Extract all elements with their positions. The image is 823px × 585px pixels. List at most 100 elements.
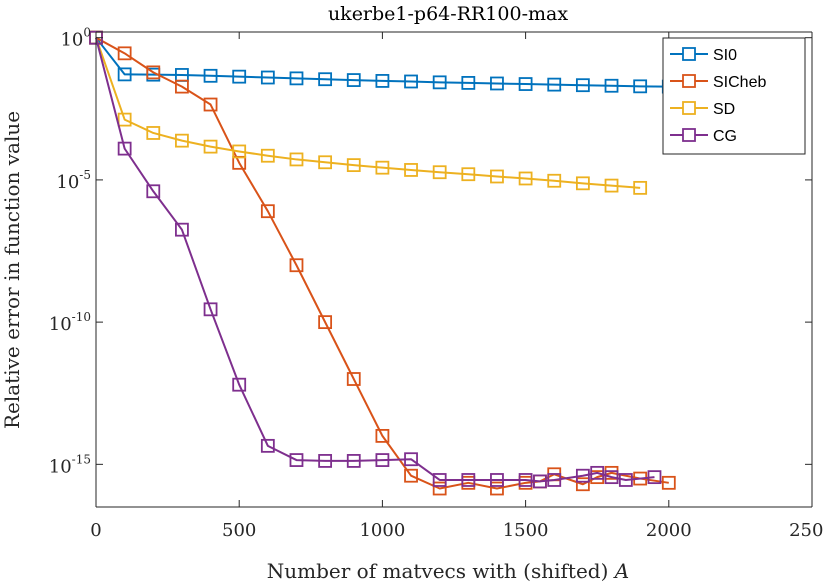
data-point: [117, 67, 132, 82]
legend-label: SI0: [713, 47, 737, 64]
x-tick-label: 500: [222, 520, 256, 541]
data-point: [633, 180, 648, 195]
series-line: [95, 37, 641, 189]
data-point: [575, 468, 590, 483]
x-tick-label: 1000: [359, 520, 405, 541]
y-tick-exponent: -15: [72, 452, 91, 466]
data-point: [404, 74, 418, 89]
data-point: [175, 222, 189, 237]
legend-marker: [682, 74, 696, 88]
x-tick-label: 1500: [503, 520, 549, 541]
data-point: [490, 76, 504, 91]
data-point: [117, 46, 132, 61]
y-tick-base: 10: [56, 172, 79, 193]
data-point: [232, 144, 247, 159]
data-point: [590, 465, 605, 480]
chart-title: ukerbe1-p64-RR100-max: [328, 3, 568, 25]
data-point: [318, 315, 333, 330]
series-line: [95, 37, 655, 483]
y-tick-base: 10: [49, 456, 72, 477]
data-point: [547, 77, 562, 92]
y-tick-exponent: -5: [79, 168, 91, 182]
legend-label: CG: [713, 128, 737, 145]
data-point: [518, 77, 533, 91]
data-point: [346, 158, 361, 173]
data-point: [432, 165, 447, 180]
data-point: [490, 169, 504, 184]
data-point: [260, 204, 275, 219]
data-point: [260, 148, 275, 163]
data-point: [661, 475, 676, 490]
y-tick-label: 100: [60, 26, 91, 51]
y-tick-exponent: 0: [83, 26, 91, 40]
data-point: [461, 76, 476, 90]
data-point: [461, 473, 476, 487]
data-point: [203, 97, 218, 112]
data-point: [432, 75, 447, 90]
y-tick-label: 10-10: [49, 310, 91, 335]
data-point: [604, 470, 619, 485]
data-point: [289, 71, 304, 86]
data-point: [404, 468, 418, 483]
data-point: [375, 453, 390, 467]
x-tick-label: 2500: [789, 520, 823, 541]
legend-entry-cg: CG: [670, 128, 737, 145]
legend-entry-sicheb: SICheb: [670, 74, 766, 91]
data-point: [346, 73, 361, 87]
data-point: [289, 152, 304, 167]
data-point: [575, 477, 590, 492]
data-point: [404, 163, 418, 177]
legend-label: SD: [713, 101, 735, 118]
data-point: [175, 133, 189, 148]
data-point: [575, 176, 590, 191]
data-point: [604, 178, 619, 193]
x-axis-label-text: Number of matvecs with (shifted): [267, 559, 615, 583]
x-ticks: 0 500 1000 1500 2000 2500: [90, 32, 823, 541]
legend-entry-si0: SI0: [670, 47, 737, 64]
data-point: [547, 473, 562, 487]
data-point: [318, 72, 333, 87]
data-point: [375, 160, 390, 175]
data-point: [146, 184, 161, 199]
data-point: [490, 473, 504, 487]
legend-marker: [682, 47, 696, 61]
data-point: [518, 473, 533, 487]
y-tick-base: 10: [60, 30, 83, 51]
y-tick-label: 10-15: [49, 452, 91, 477]
data-point: [647, 470, 662, 485]
data-point: [146, 65, 161, 80]
data-point: [375, 74, 390, 88]
data-point: [203, 68, 218, 83]
y-tick-base: 10: [49, 314, 72, 335]
data-point: [203, 139, 218, 154]
data-point: [533, 474, 547, 489]
legend-label: SICheb: [713, 74, 766, 91]
data-point: [318, 454, 333, 468]
data-point: [289, 453, 304, 467]
data-point: [575, 78, 590, 93]
data-point: [375, 428, 390, 443]
y-tick-exponent: -10: [72, 310, 91, 324]
x-axis-label: Number of matvecs with (shifted) A: [267, 559, 629, 583]
y-axis-label: Relative error in function value: [0, 111, 24, 429]
data-point: [318, 155, 333, 170]
y-tick-label: 10-5: [56, 168, 91, 193]
series-cg: [89, 30, 662, 489]
data-point: [404, 452, 418, 467]
data-point: [203, 302, 218, 317]
series-layer: [89, 30, 676, 496]
data-point: [232, 69, 247, 84]
series-line: [95, 37, 669, 88]
axes-layer: [95, 31, 813, 508]
data-point: [432, 481, 447, 496]
data-point: [260, 438, 275, 453]
data-point: [461, 167, 476, 182]
data-point: [260, 70, 275, 85]
x-tick-label: 2000: [646, 520, 692, 541]
legend: SI0 SICheb SD CG: [662, 37, 806, 155]
x-axis-label-variable: A: [613, 559, 629, 583]
x-tick-label: 0: [90, 520, 101, 541]
legend-marker: [682, 101, 696, 115]
